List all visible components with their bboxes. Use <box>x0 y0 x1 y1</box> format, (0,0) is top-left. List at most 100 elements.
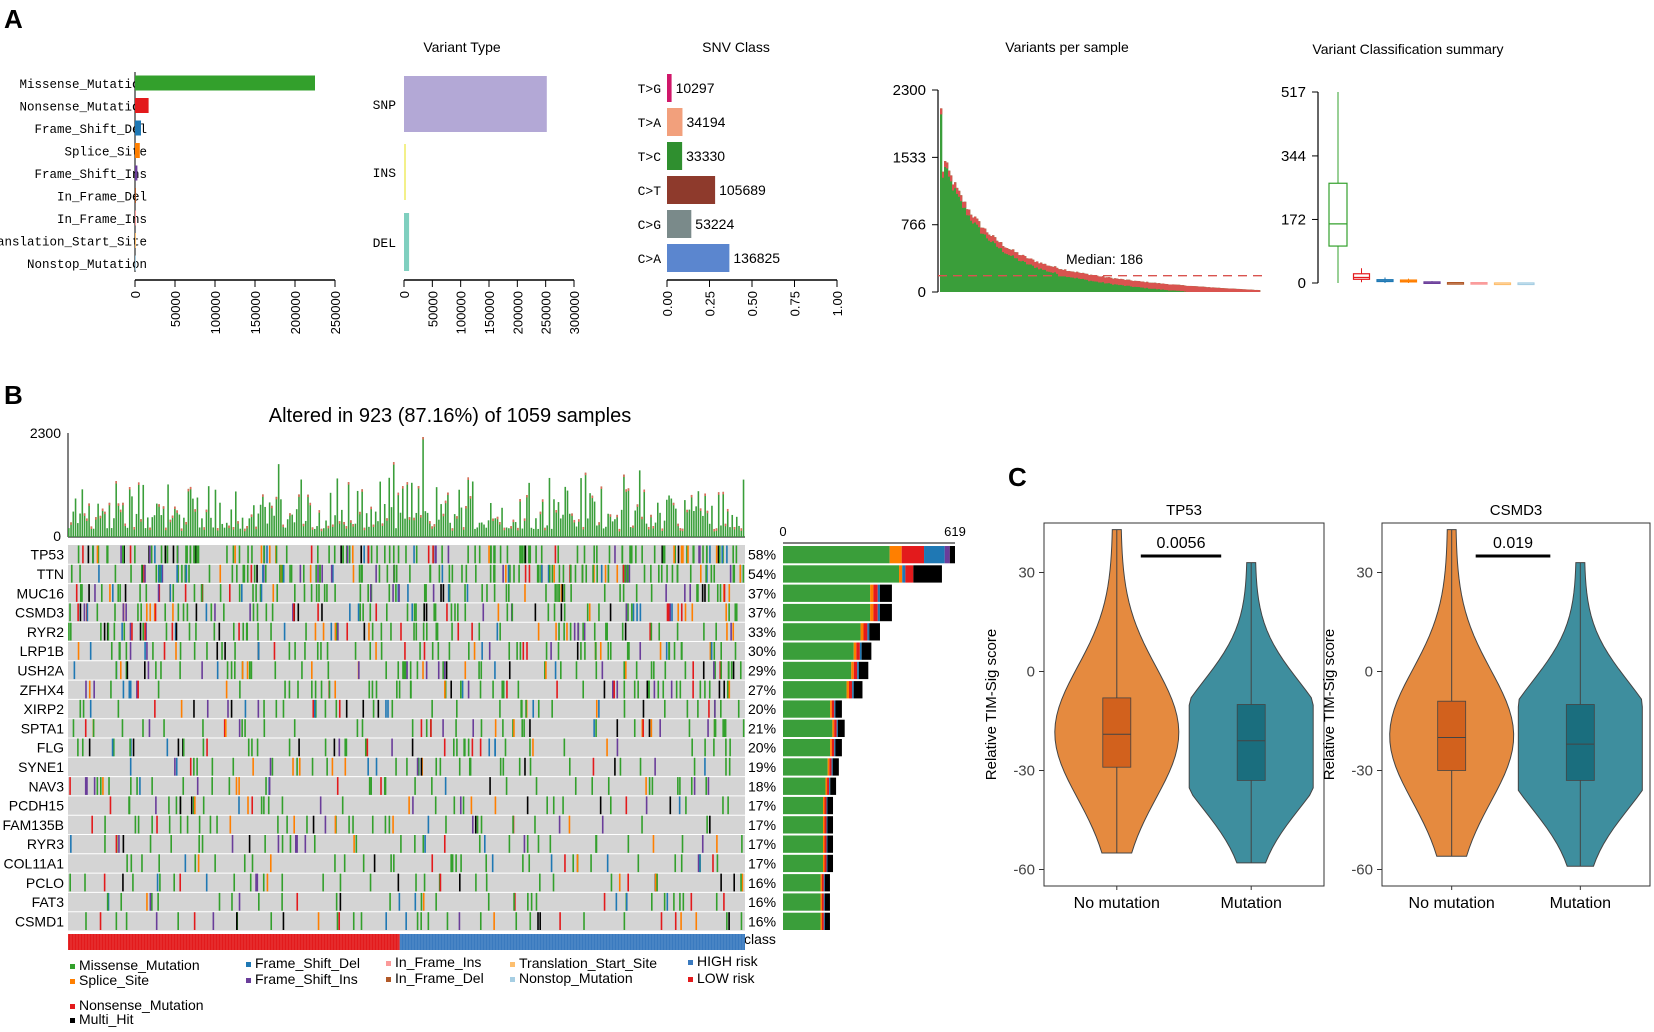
tmb-bar-top <box>618 528 621 532</box>
gene-stacked-bar <box>859 642 862 660</box>
vps-bar-top <box>1008 249 1011 256</box>
oncoplot-cell <box>527 892 529 911</box>
oncoplot-cell <box>125 661 128 680</box>
vps-bar-top <box>1108 277 1111 284</box>
gene-bar-tick-label: 619 <box>944 524 966 539</box>
oncoplot-cell <box>114 603 116 622</box>
oncoplot-cell <box>238 622 240 641</box>
vps-bar <box>1080 272 1083 292</box>
oncoplot-cell <box>526 796 529 815</box>
oncoplot-cell <box>244 719 246 737</box>
tmb-bar <box>614 519 616 537</box>
vps-bar-top <box>1088 275 1091 282</box>
gene-label: ZFHX4 <box>20 682 65 698</box>
oncoplot-cell <box>98 564 100 583</box>
oncoplot-cell <box>241 719 243 737</box>
oncoplot-cell <box>429 564 431 583</box>
tmb-bar-top <box>108 502 111 506</box>
oncoplot-cell <box>356 719 359 737</box>
oncoplot-cell <box>234 545 236 564</box>
oncoplot-cell <box>623 661 626 680</box>
oncoplot-cell <box>434 545 437 564</box>
oncoplot-cell <box>472 719 475 737</box>
tmb-bar <box>350 520 352 537</box>
variants-per-sample-chart: Variants per sample Median: 186 23001533… <box>893 39 1262 301</box>
violin-title: CSMD3 <box>1490 502 1543 519</box>
vps-bar-top <box>1056 267 1059 274</box>
oncoplot-cell <box>427 545 430 564</box>
oncoplot-cell <box>84 873 86 892</box>
oncoplot-cell <box>609 796 612 815</box>
oncoplot-cell <box>735 603 738 622</box>
oncoplot-cell <box>555 622 557 641</box>
oncoplot-cell <box>247 738 250 757</box>
vps-bar-top <box>970 214 973 221</box>
oncoplot-cell <box>359 603 362 622</box>
tmb-bar-top <box>433 524 436 527</box>
gene-stacked-bar <box>949 546 955 564</box>
tmb-bar <box>742 479 745 537</box>
snv-category-label: C>A <box>638 252 662 267</box>
gene-stacked-bar <box>823 816 825 834</box>
oncoplot-cell <box>246 564 249 583</box>
vps-bar <box>1088 275 1091 292</box>
tmb-bar-top <box>318 510 321 513</box>
oncoplot-cell <box>258 892 260 911</box>
gene-label: TTN <box>37 566 64 582</box>
oncoplot-cell <box>151 777 153 795</box>
vps-bar <box>1096 275 1099 292</box>
oncoplot-cell <box>262 564 265 583</box>
oncoplot-cell <box>468 642 470 660</box>
oncoplot-cell <box>363 622 366 641</box>
oncoplot-cell <box>303 584 306 602</box>
oncoplot-cell <box>361 719 364 737</box>
gene-stacked-bar <box>879 584 892 602</box>
oncoplot-cell <box>153 603 156 622</box>
vps-bar <box>960 195 963 292</box>
oncoplot-cell <box>136 680 138 699</box>
oncoplot-cell <box>609 603 612 622</box>
oncoplot-cell <box>451 622 453 641</box>
oncoplot-cell <box>232 757 235 776</box>
violin-y-tick-label: 0 <box>1365 664 1373 681</box>
gene-percent-label: 20% <box>748 740 776 756</box>
tmb-bar <box>160 515 163 537</box>
oncoplot-cell <box>574 777 577 795</box>
tmb-bar <box>401 486 404 537</box>
vps-bar-top <box>1098 276 1101 283</box>
oncoplot-cell <box>506 680 508 699</box>
oncoplot-cell <box>415 545 418 564</box>
oncoplot-cell <box>334 584 336 602</box>
gene-label: USH2A <box>17 662 64 678</box>
oncoplot-cell <box>699 854 701 873</box>
oncoplot-cell <box>504 738 507 757</box>
oncoplot-cell <box>545 584 547 602</box>
median-label: Median: 186 <box>1066 251 1143 267</box>
tmb-bar <box>241 517 244 537</box>
oncoplot-cell <box>705 564 707 583</box>
oncoplot-cell <box>420 912 422 930</box>
vps-bar-top <box>1192 286 1195 292</box>
oncoplot-cell <box>134 545 136 564</box>
tmb-bar <box>492 518 494 537</box>
oncoplot-cell <box>195 603 198 622</box>
snv-bar <box>667 108 683 136</box>
tmb-bar <box>271 505 273 537</box>
oncoplot-cell <box>405 912 407 930</box>
vt-category-label: SNP <box>373 98 397 113</box>
oncoplot-cell <box>345 699 348 718</box>
oncoplot-cell <box>79 699 82 718</box>
vps-bar-top <box>1026 258 1029 265</box>
tmb-bar <box>656 502 659 537</box>
oncoplot-cell <box>343 854 346 873</box>
vps-bar-top <box>986 232 989 239</box>
oncoplot-cell <box>144 642 146 660</box>
gene-percent-label: 37% <box>748 585 776 601</box>
gene-stacked-bar <box>835 700 842 718</box>
tmb-bar <box>343 521 345 537</box>
gene-stacked-bar <box>856 642 860 660</box>
oncoplot-cell <box>629 545 631 564</box>
oncoplot-cell <box>248 661 251 680</box>
oncoplot-cell <box>378 564 381 583</box>
